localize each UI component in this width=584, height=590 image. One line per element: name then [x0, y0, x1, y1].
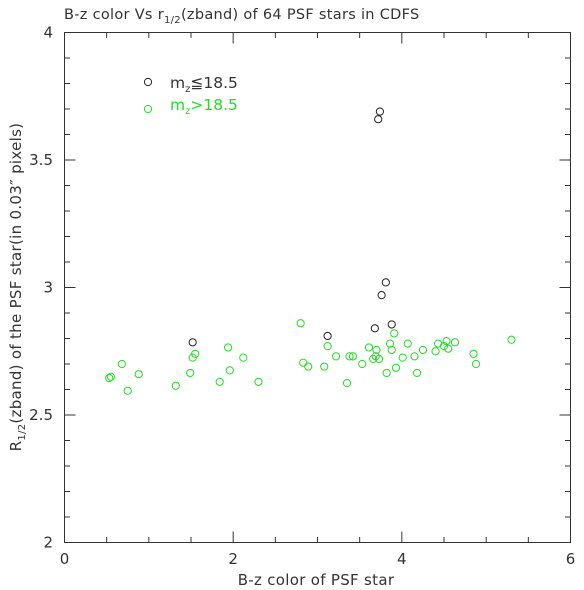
- data-point: [390, 329, 399, 338]
- legend-marker-bright: [143, 77, 153, 87]
- legend-label-bright: mz≦18.5: [170, 74, 238, 95]
- data-point: [331, 352, 341, 361]
- y-axis-label-part-1: R: [7, 441, 25, 452]
- data-point: [225, 366, 234, 375]
- x-axis-ticks: 0 2 4 6: [60, 32, 576, 568]
- data-point: [387, 345, 396, 355]
- legend-bright-part-1: m: [170, 74, 185, 92]
- y-axis-ticks: 2 2.5 3 3.5 4: [29, 24, 571, 552]
- x-tick-label: 2: [228, 550, 238, 568]
- data-point: [377, 291, 386, 300]
- data-point: [105, 373, 114, 383]
- chart-title-part-1: B-z color Vs r: [64, 7, 164, 23]
- x-tick-label: 4: [397, 550, 407, 568]
- data-point: [342, 379, 352, 388]
- legend-bright-subscript: z: [185, 84, 190, 95]
- y-axis-label-part-2: (zband) of the PSF star(in 0.03″ pixels): [7, 123, 25, 424]
- data-point: [507, 335, 516, 344]
- data-point: [370, 324, 379, 333]
- y-axis-label-subscript: 1/2: [17, 424, 28, 441]
- data-point: [369, 354, 378, 363]
- data-point: [410, 352, 419, 361]
- data-point: [188, 338, 197, 347]
- data-point: [391, 363, 401, 372]
- series-faint-stars: [105, 319, 516, 395]
- data-point: [418, 345, 428, 355]
- y-tick-label: 2.5: [29, 406, 53, 424]
- data-point: [375, 107, 385, 116]
- data-point: [224, 343, 233, 352]
- legend-faint-part-2: >18.5: [190, 96, 238, 114]
- y-tick-label: 4: [43, 24, 53, 42]
- data-point: [191, 349, 200, 358]
- y-tick-label: 2: [43, 534, 53, 552]
- legend-item-faint: mz>18.5: [143, 96, 238, 117]
- x-tick-label: 6: [566, 550, 576, 568]
- data-point: [296, 319, 305, 328]
- chart-title: B-z color Vs r1/2(zband) of 64 PSF stars…: [64, 7, 420, 26]
- y-tick-label: 3.5: [29, 151, 53, 169]
- data-point: [323, 342, 332, 351]
- data-point: [320, 362, 329, 371]
- data-point: [186, 368, 195, 378]
- data-point: [215, 377, 224, 386]
- data-point: [364, 343, 374, 352]
- data-point: [299, 358, 308, 367]
- data-point: [358, 359, 367, 369]
- chart-title-part-2: (zband) of 64 PSF stars in CDFS: [181, 7, 420, 23]
- data-point: [372, 345, 381, 355]
- data-point: [239, 353, 248, 362]
- data-point: [469, 349, 478, 358]
- data-point: [374, 115, 383, 124]
- legend: mz≦18.5 mz>18.5: [143, 74, 238, 117]
- data-point: [374, 354, 384, 363]
- plot-frame: [64, 32, 571, 543]
- data-point: [134, 370, 143, 379]
- data-point: [254, 377, 263, 386]
- data-points: [105, 107, 516, 395]
- data-point: [403, 339, 412, 348]
- data-point: [398, 353, 407, 362]
- legend-faint-subscript: z: [185, 106, 190, 117]
- data-point: [450, 338, 460, 347]
- data-point: [381, 278, 390, 287]
- y-tick-label: 3: [43, 279, 53, 297]
- legend-label-faint: mz>18.5: [170, 96, 238, 117]
- data-point: [471, 359, 481, 369]
- series-bright-stars: [188, 107, 396, 347]
- data-point: [442, 336, 451, 346]
- data-point: [117, 359, 126, 369]
- data-point: [382, 368, 391, 378]
- x-tick-label: 0: [60, 550, 70, 568]
- data-point: [387, 320, 396, 329]
- legend-marker-faint: [143, 104, 153, 114]
- legend-item-bright: mz≦18.5: [143, 74, 238, 95]
- data-point: [304, 362, 313, 371]
- y-axis-label: R1/2(zband) of the PSF star(in 0.03″ pix…: [7, 123, 28, 452]
- data-point: [439, 342, 449, 351]
- legend-bright-part-2: ≦18.5: [190, 74, 238, 92]
- data-point: [348, 352, 358, 361]
- data-point: [412, 368, 422, 378]
- x-axis-label: B-z color of PSF star: [238, 571, 395, 589]
- data-point: [106, 372, 115, 381]
- data-point: [323, 331, 332, 341]
- data-point: [123, 386, 132, 395]
- data-point: [431, 347, 440, 356]
- data-point: [171, 381, 180, 390]
- chart-title-subscript: 1/2: [164, 15, 181, 26]
- data-point: [345, 352, 354, 361]
- data-point: [444, 344, 453, 353]
- legend-faint-part-1: m: [170, 96, 185, 114]
